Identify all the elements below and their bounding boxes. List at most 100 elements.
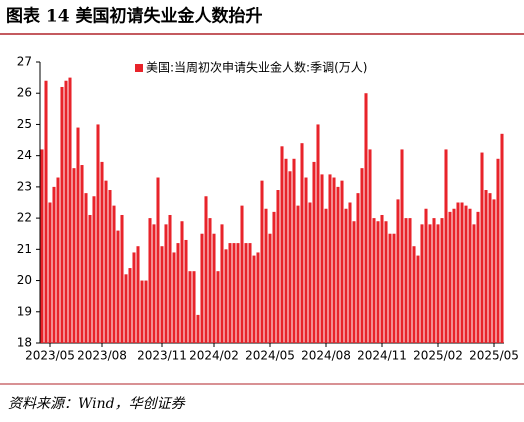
x-tick-label: 2023/11	[137, 349, 187, 363]
bar	[340, 180, 344, 343]
bar	[472, 224, 476, 343]
bar	[84, 193, 88, 343]
bar	[456, 202, 460, 343]
x-tick-label: 2023/05	[25, 349, 75, 363]
bar	[80, 165, 84, 343]
bar	[248, 243, 252, 343]
bar	[348, 202, 352, 343]
bar	[160, 246, 164, 343]
bar	[48, 202, 52, 343]
bar	[364, 93, 368, 343]
bar	[132, 252, 136, 343]
bar	[92, 196, 96, 343]
bar	[404, 218, 408, 343]
bar	[200, 233, 204, 343]
bar	[308, 202, 312, 343]
bar	[88, 214, 92, 343]
y-tick-label: 23	[17, 179, 32, 193]
bar	[284, 158, 288, 343]
bar	[108, 190, 112, 343]
bar	[396, 199, 400, 343]
bar	[484, 190, 488, 343]
bar	[360, 168, 364, 343]
bar	[172, 252, 176, 343]
bar	[116, 230, 120, 343]
bar	[496, 158, 500, 343]
bar	[324, 208, 328, 343]
bar	[96, 124, 100, 343]
bar	[476, 211, 480, 343]
bar	[276, 190, 280, 343]
bar	[264, 208, 268, 343]
bar	[104, 180, 108, 343]
y-tick-label: 19	[17, 304, 32, 318]
bar	[180, 221, 184, 343]
bar	[500, 133, 504, 343]
bar	[120, 214, 124, 343]
chart-title: 图表 14 美国初请失业金人数抬升	[6, 6, 263, 27]
bar	[128, 268, 132, 343]
bar	[468, 208, 472, 343]
bar	[148, 218, 152, 343]
legend-label: 美国:当周初次申请失业金人数:季调(万人)	[146, 60, 367, 75]
bar	[332, 177, 336, 343]
bar	[296, 205, 300, 343]
bar	[232, 243, 236, 343]
x-tick-label: 2023/08	[77, 349, 127, 363]
bar	[376, 221, 380, 343]
legend-swatch	[135, 64, 143, 72]
bar	[256, 252, 260, 343]
bar	[292, 158, 296, 343]
bar	[244, 243, 248, 343]
bar	[320, 174, 324, 343]
bar	[192, 271, 196, 343]
x-tick-label: 2024/08	[301, 349, 351, 363]
x-tick-label: 2024/11	[357, 349, 407, 363]
bar	[432, 218, 436, 343]
bar	[252, 255, 256, 343]
bar	[420, 224, 424, 343]
bar	[356, 193, 360, 343]
bar	[368, 149, 372, 343]
y-tick-label: 20	[17, 273, 32, 287]
bar	[156, 177, 160, 343]
bar	[428, 224, 432, 343]
bar	[164, 224, 168, 343]
bar	[328, 174, 332, 343]
bar	[68, 77, 72, 343]
bar	[184, 239, 188, 343]
bar	[480, 152, 484, 343]
bar	[400, 149, 404, 343]
bar	[304, 177, 308, 343]
bar	[56, 177, 60, 343]
bar	[280, 146, 284, 343]
x-tick-label: 2024/02	[189, 349, 239, 363]
bar	[408, 218, 412, 343]
bar	[260, 180, 264, 343]
bar	[64, 80, 68, 343]
bar	[168, 214, 172, 343]
bar	[492, 199, 496, 343]
bar	[312, 161, 316, 343]
bar	[144, 280, 148, 343]
y-tick-label: 24	[17, 148, 32, 162]
bar	[388, 233, 392, 343]
bar	[384, 221, 388, 343]
bar	[124, 274, 128, 343]
bar	[452, 208, 456, 343]
bar	[196, 314, 200, 343]
bar	[100, 161, 104, 343]
x-tick-label: 2024/05	[245, 349, 295, 363]
bar	[300, 143, 304, 343]
bar	[416, 255, 420, 343]
bar	[460, 202, 464, 343]
bar	[424, 208, 428, 343]
bar	[228, 243, 232, 343]
bar	[268, 233, 272, 343]
bar	[220, 224, 224, 343]
bar	[272, 211, 276, 343]
y-tick-label: 21	[17, 242, 32, 256]
x-tick-label: 2025/02	[413, 349, 463, 363]
y-tick-label: 18	[17, 336, 32, 350]
bar	[60, 86, 64, 343]
